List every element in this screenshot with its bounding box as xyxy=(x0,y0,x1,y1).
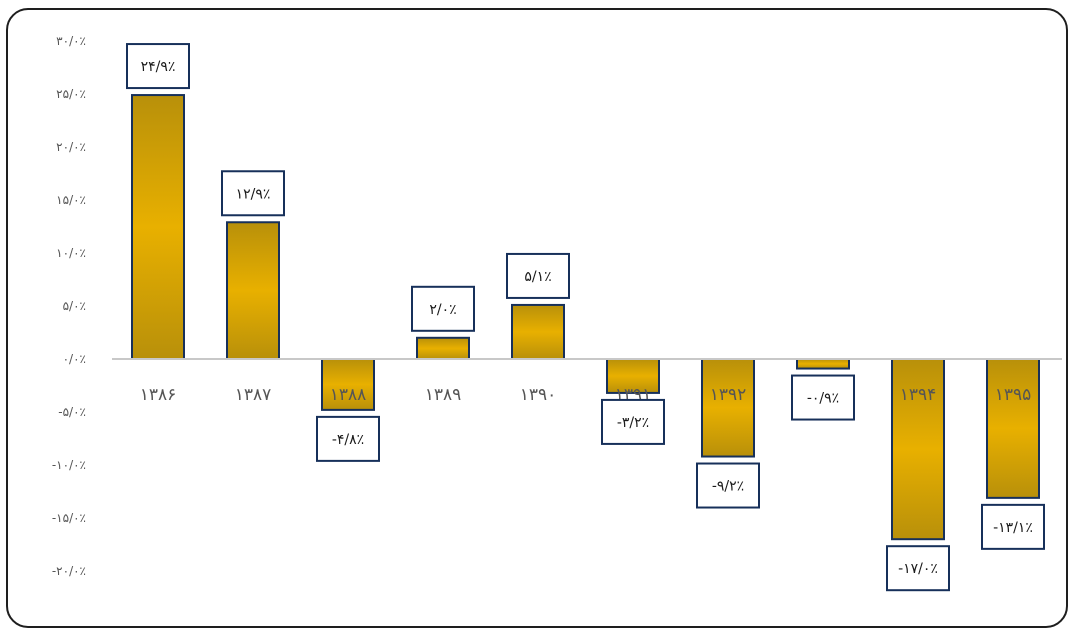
data-label: -۳/۲٪ xyxy=(617,415,649,431)
bar xyxy=(131,94,185,360)
data-label-box xyxy=(886,545,950,592)
data-label: -۴/۸٪ xyxy=(332,432,364,448)
data-label-box xyxy=(791,374,855,421)
data-label: -۰/۹٪ xyxy=(807,391,839,407)
bar-chart: ۳۰/۰٪ ۲۵/۰٪ ۲۰/۰٪ ۱۵/۰٪ ۱۰/۰٪ ۵/۰٪ ۰/۰٪ -۵/۰٪ -۱… xyxy=(52,34,1062,592)
y-tick-label: -۵/۰٪ xyxy=(58,405,86,419)
data-label: -۱۷/۰٪ xyxy=(898,561,938,577)
data-label: ۱۲/۹٪ xyxy=(236,186,271,202)
bar xyxy=(701,358,755,458)
category-label: ۱۳۹۲ xyxy=(710,385,747,405)
y-tick-label: ۰/۰٪ xyxy=(63,352,86,366)
category-label: ۱۳۸۸ xyxy=(330,385,367,405)
data-label-box xyxy=(696,462,760,509)
y-tick-label: ۲۰/۰٪ xyxy=(56,140,86,154)
data-label-box xyxy=(221,170,285,217)
category-label: ۱۳۹۵ xyxy=(995,385,1032,405)
category-labels: ۱۳۸۶۱۳۸۷۱۳۸۸۱۳۸۹۱۳۹۰۱۳۹۱۱۳۹۲۱۳۹۳۱۳۹۴۱۳۹۵ xyxy=(140,385,1032,405)
y-tick-label: -۲۰/۰٪ xyxy=(52,564,86,578)
bars xyxy=(131,94,1040,541)
category-label: ۱۳۸۶ xyxy=(140,385,177,405)
data-label: ۲۴/۹٪ xyxy=(141,59,176,75)
data-labels: ۲۴/۹٪ ۱۲/۹٪ -۴/۸٪ ۲/۰٪ ۵/۱٪ -۳/۲٪ -۹/۲٪ -۰/۹٪ -۱… xyxy=(126,43,1045,592)
y-tick-label: ۱۰/۰٪ xyxy=(56,246,86,260)
bar xyxy=(986,358,1040,499)
y-tick-label: -۱۰/۰٪ xyxy=(52,458,86,472)
data-label-box xyxy=(316,415,380,462)
category-label: ۱۳۹۴ xyxy=(900,385,937,405)
bar xyxy=(511,303,565,361)
bar xyxy=(796,358,850,370)
data-label: -۱۳/۱٪ xyxy=(993,520,1033,536)
y-tick-label: ۵/۰٪ xyxy=(63,299,86,313)
category-label: ۱۳۸۹ xyxy=(425,385,462,405)
data-label: -۹/۲٪ xyxy=(712,479,744,495)
y-tick-label: ۱۵/۰٪ xyxy=(56,193,86,207)
data-label-box xyxy=(601,398,665,445)
bar xyxy=(416,336,470,360)
data-label: ۲/۰٪ xyxy=(429,302,456,318)
y-tick-label: ۳۰/۰٪ xyxy=(56,34,86,48)
y-tick-label: ۲۵/۰٪ xyxy=(56,87,86,101)
category-label: ۱۳۸۷ xyxy=(235,385,272,405)
bar xyxy=(226,221,280,360)
data-label-box xyxy=(981,503,1045,550)
data-label-box xyxy=(411,285,475,332)
y-axis: ۳۰/۰٪ ۲۵/۰٪ ۲۰/۰٪ ۱۵/۰٪ ۱۰/۰٪ ۵/۰٪ ۰/۰٪ -۵/۰٪ -۱… xyxy=(52,34,86,578)
bar xyxy=(606,358,660,394)
data-label-box xyxy=(126,43,190,90)
y-tick-label: -۱۵/۰٪ xyxy=(52,511,86,525)
data-label-box xyxy=(506,252,570,299)
category-label: ۱۳۹۰ xyxy=(520,385,557,405)
data-label: ۵/۱٪ xyxy=(524,269,551,285)
